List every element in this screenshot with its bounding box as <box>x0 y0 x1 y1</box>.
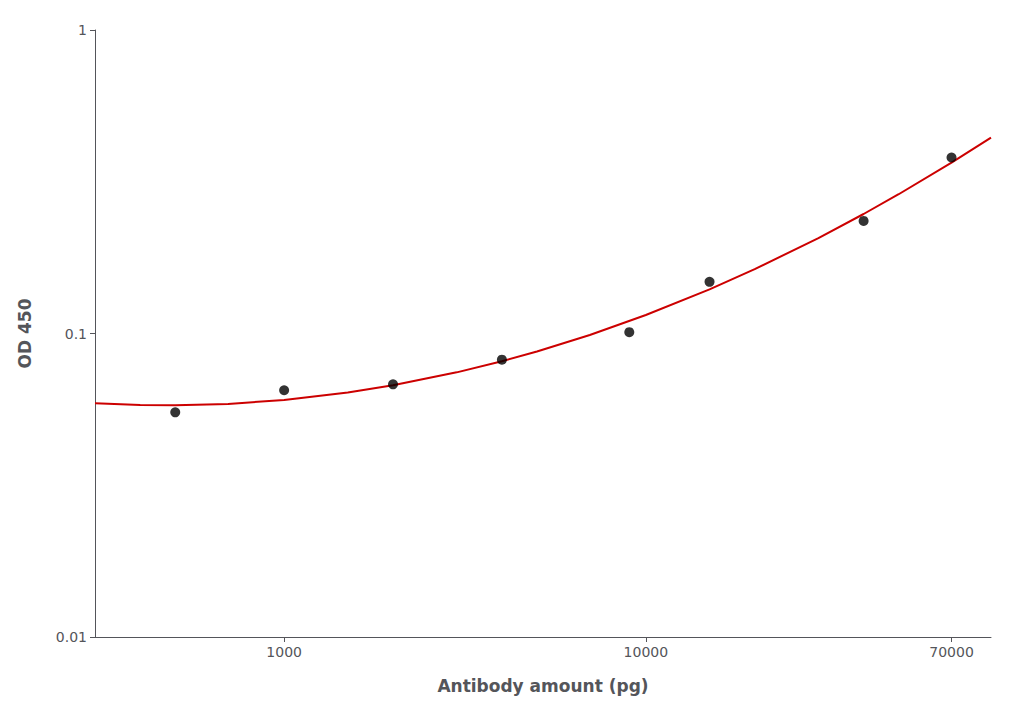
svg-text:0.1: 0.1 <box>65 326 87 342</box>
svg-text:10000: 10000 <box>624 644 669 660</box>
svg-text:1: 1 <box>78 22 87 38</box>
svg-text:OD 450: OD 450 <box>15 298 35 368</box>
svg-text:0.01: 0.01 <box>56 629 87 645</box>
svg-text:Antibody amount (pg): Antibody amount (pg) <box>437 676 648 696</box>
svg-text:70000: 70000 <box>929 644 974 660</box>
svg-text:1000: 1000 <box>266 644 302 660</box>
